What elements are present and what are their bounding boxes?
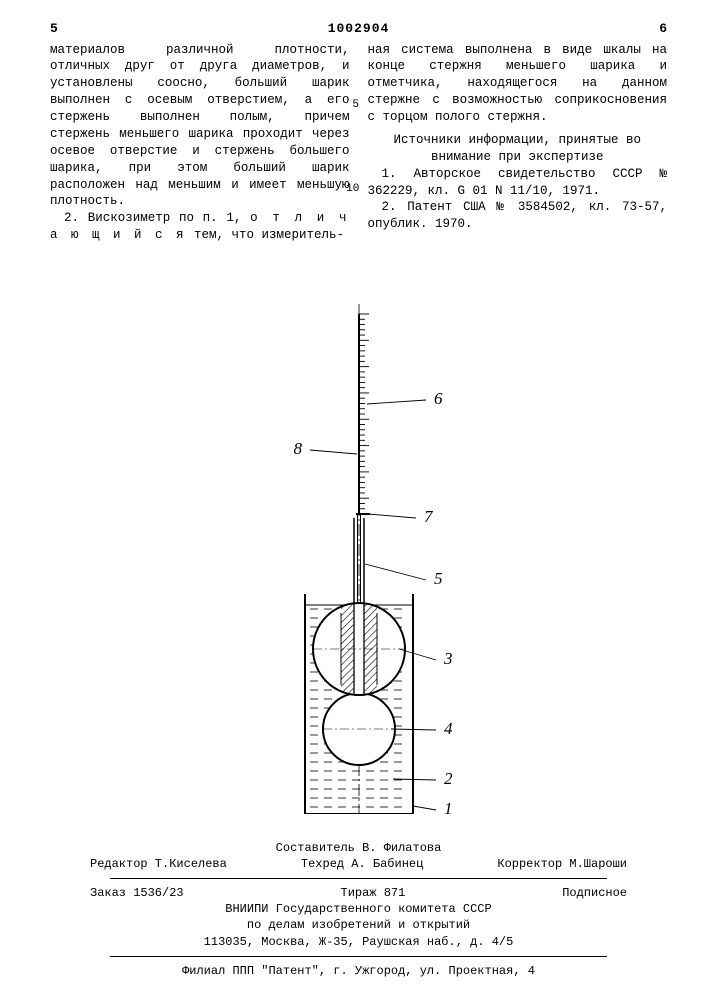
left-p1: материалов различной плотности, отличных…	[50, 42, 350, 211]
org2: по делам изобретений и открытий	[50, 917, 667, 933]
source-2: 2. Патент США № 3584502, кл. 73-57, опуб…	[368, 199, 668, 233]
rule-1	[110, 878, 607, 879]
page: 5 1002904 6 материалов различной плотнос…	[0, 0, 707, 1000]
figure-area: 6 8 7 5 3 4 2 1	[50, 274, 667, 820]
colophon: Составитель В. Филатова Редактор Т.Кисел…	[50, 840, 667, 979]
filial: Филиал ППП "Патент", г. Ужгород, ул. Про…	[50, 963, 667, 979]
right-p1: ная система выполнена в виде шкалы на ко…	[368, 42, 668, 126]
line-mark-5: 5	[352, 98, 359, 113]
compiler: Составитель В. Филатова	[50, 840, 667, 856]
svg-text:6: 6	[434, 389, 443, 408]
left-p2-lead: 2. Вискозиметр по п. 1,	[64, 211, 250, 225]
sources-title: Источники информации, принятые во вниман…	[368, 132, 668, 166]
left-p2: 2. Вискозиметр по п. 1, о т л и ч а ю щ …	[50, 210, 350, 244]
line-mark-10: 10	[346, 182, 359, 197]
page-number-right: 6	[659, 20, 667, 38]
svg-text:3: 3	[443, 649, 453, 668]
svg-text:1: 1	[444, 799, 453, 814]
svg-text:5: 5	[434, 569, 443, 588]
rule-2	[110, 956, 607, 957]
header-row: 5 1002904 6	[50, 20, 667, 38]
page-number-left: 5	[50, 20, 58, 38]
svg-text:2: 2	[444, 769, 453, 788]
svg-text:8: 8	[293, 439, 302, 458]
order-no: Заказ 1536/23	[90, 885, 184, 901]
source-1: 1. Авторское свидетельство СССР № 362229…	[368, 166, 668, 200]
svg-text:4: 4	[444, 719, 453, 738]
right-column: ная система выполнена в виде шкалы на ко…	[368, 42, 668, 245]
document-number: 1002904	[58, 20, 659, 38]
viscometer-diagram: 6 8 7 5 3 4 2 1	[244, 274, 474, 814]
order-row: Заказ 1536/23 Тираж 871 Подписное	[50, 885, 667, 901]
left-p2-tail: тем, что измеритель-	[187, 228, 345, 242]
podpis: Подписное	[562, 885, 627, 901]
tirazh: Тираж 871	[341, 885, 406, 901]
tech-editor: Техред А. Бабинец	[301, 856, 423, 872]
editor: Редактор Т.Киселева	[90, 856, 227, 872]
svg-text:7: 7	[424, 507, 434, 526]
left-column: материалов различной плотности, отличных…	[50, 42, 350, 245]
corrector: Корректор М.Шароши	[497, 856, 627, 872]
text-columns: материалов различной плотности, отличных…	[50, 42, 667, 245]
credits-row: Редактор Т.Киселева Техред А. Бабинец Ко…	[50, 856, 667, 872]
org1: ВНИИПИ Государственного комитета СССР	[50, 901, 667, 917]
address: 113035, Москва, Ж-35, Раушская наб., д. …	[50, 934, 667, 950]
